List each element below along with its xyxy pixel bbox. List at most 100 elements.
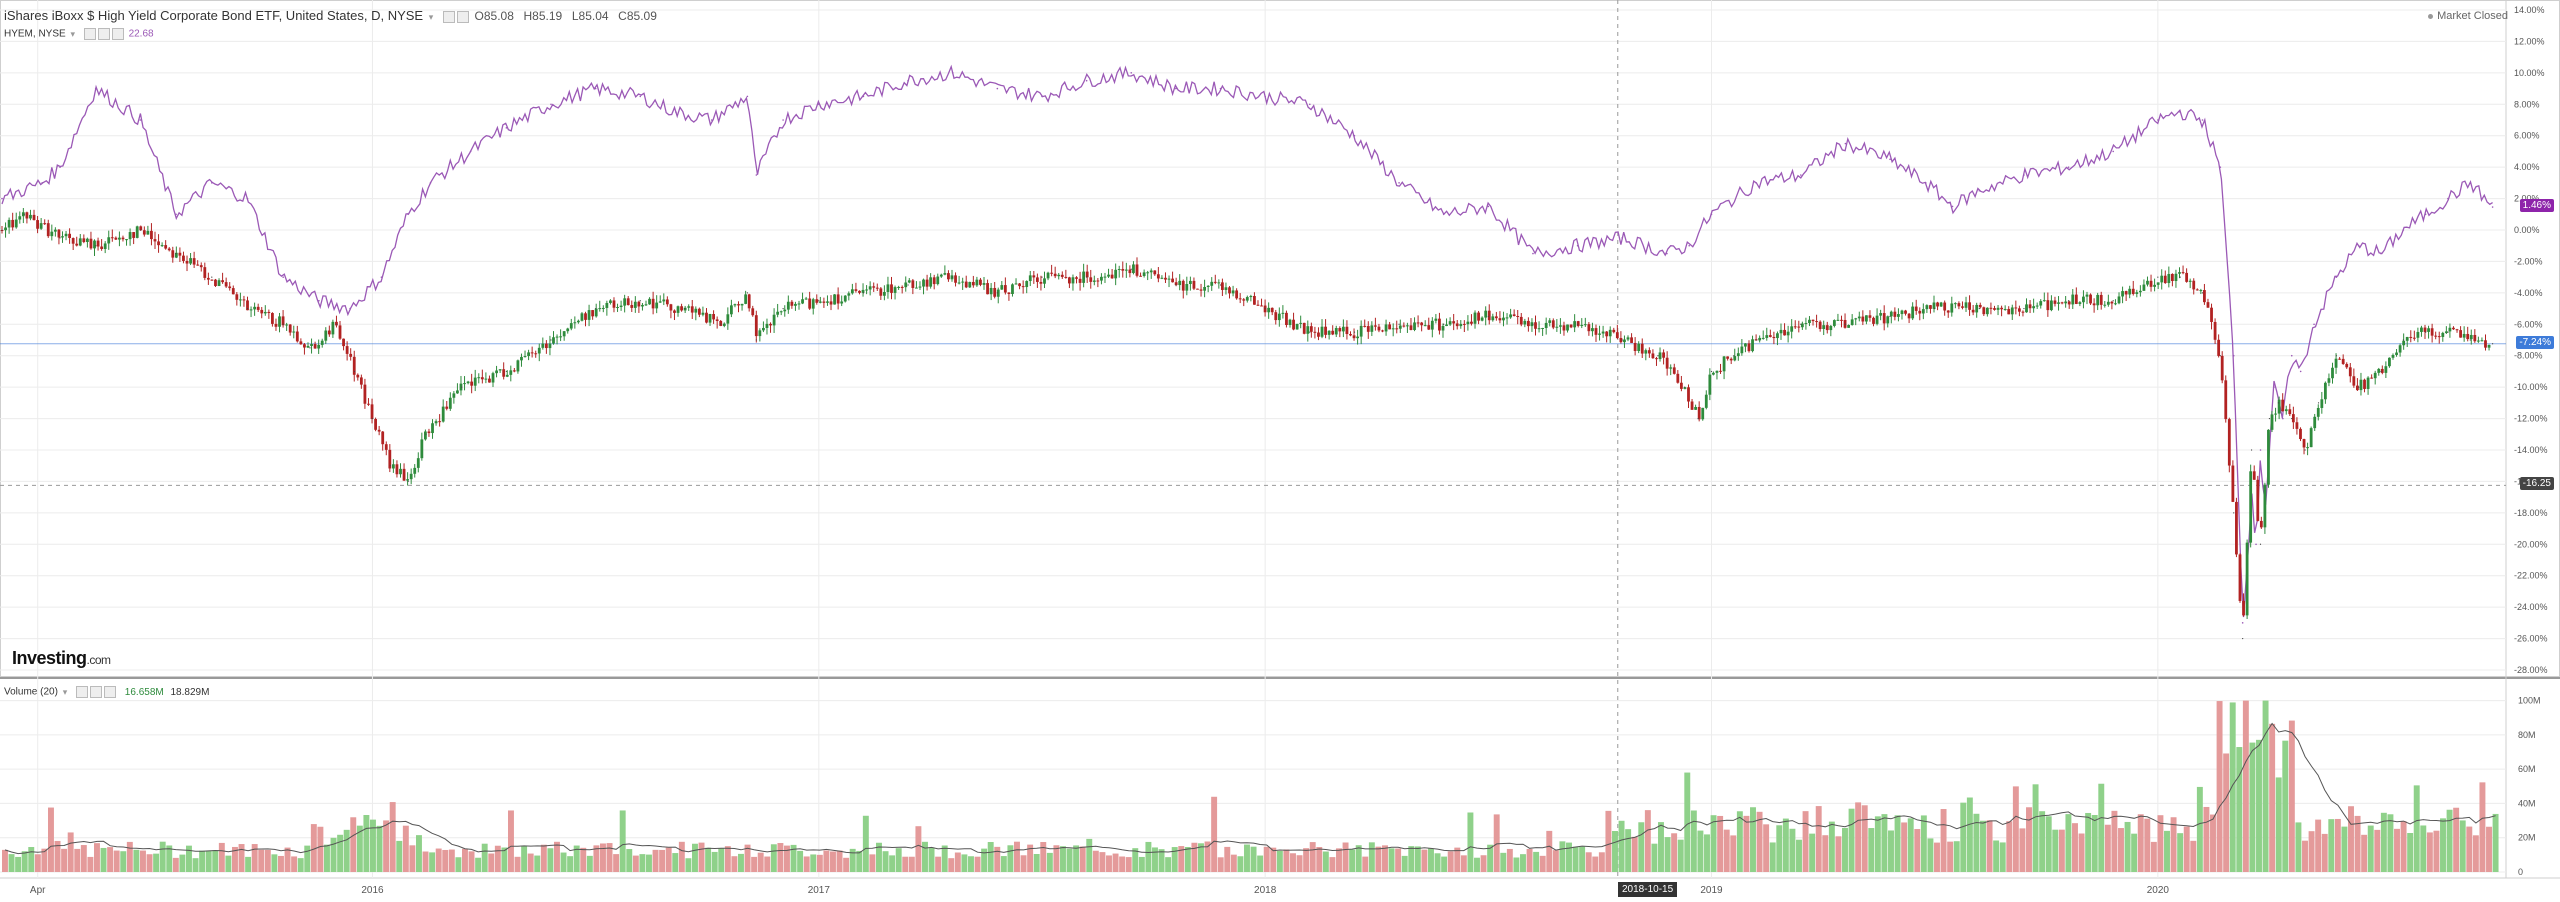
candle-body xyxy=(1199,289,1203,291)
settings-icon[interactable] xyxy=(456,10,469,23)
volume-bar xyxy=(790,844,797,872)
candle-body xyxy=(744,294,748,304)
chevron-down-icon[interactable]: ▾ xyxy=(70,28,75,39)
candle-body xyxy=(1519,316,1523,325)
candle-body xyxy=(1825,325,1829,331)
candle-body xyxy=(1480,317,1484,321)
candle-body xyxy=(189,258,192,264)
candle-body xyxy=(516,360,520,372)
volume-bar xyxy=(632,855,639,872)
y-tick-label: 8.00% xyxy=(2514,99,2540,109)
volume-bar xyxy=(1270,847,1277,872)
eye-icon[interactable] xyxy=(442,10,455,23)
candle-body xyxy=(729,305,733,315)
hyem-data-point xyxy=(2491,206,2494,208)
candle-body xyxy=(1053,273,1057,277)
candle-body xyxy=(2416,331,2420,338)
candle-body xyxy=(160,245,164,247)
hyg-data-point xyxy=(2277,402,2279,404)
volume-bar xyxy=(2229,702,2236,872)
candle-body xyxy=(2459,330,2462,338)
candle-body xyxy=(2195,289,2199,291)
candle-body xyxy=(2398,345,2402,353)
volume-bar xyxy=(2170,817,2177,872)
candle-body xyxy=(331,321,335,335)
volume-bar xyxy=(1815,806,1822,872)
volume-bar xyxy=(948,858,955,872)
volume-bar xyxy=(770,844,777,872)
candle-body xyxy=(288,324,292,333)
candle-body xyxy=(1580,324,1584,326)
candle-body xyxy=(1302,322,1306,334)
volume-bar xyxy=(1769,842,1776,872)
candle-body xyxy=(2370,377,2374,379)
volume-bar xyxy=(2302,840,2308,872)
chevron-down-icon[interactable]: ▾ xyxy=(428,12,434,22)
volume-bar xyxy=(1204,841,1211,872)
volume-bar xyxy=(462,848,468,872)
volume-bar xyxy=(2052,829,2059,872)
candle-body xyxy=(2035,305,2039,307)
volume-bar xyxy=(1835,836,1842,872)
hyem-data-point xyxy=(94,87,97,90)
candle-body xyxy=(1249,295,1253,298)
candle-body xyxy=(32,214,36,221)
volume-bar xyxy=(895,848,902,872)
volume-bar xyxy=(547,848,554,872)
hyem-data-point xyxy=(1308,103,1311,106)
candle-body xyxy=(2160,275,2164,283)
hyem-data-point xyxy=(1487,205,1490,208)
candle-body xyxy=(167,248,171,251)
candle-body xyxy=(306,345,310,348)
candle-body xyxy=(1921,309,1925,314)
candle-body xyxy=(1384,324,1388,332)
hyem-data-point xyxy=(1924,182,1927,184)
volume-bar xyxy=(606,843,613,872)
candle-body xyxy=(82,238,86,243)
volume-bar xyxy=(1099,852,1106,872)
candle-body xyxy=(2082,296,2085,303)
volume-bar xyxy=(2466,826,2473,872)
candle-body xyxy=(559,336,563,338)
candle-body xyxy=(2452,327,2455,330)
hyem-data-point xyxy=(1889,158,1891,161)
candle-body xyxy=(687,306,691,308)
hyg-data-point xyxy=(1175,284,1177,286)
volume-bar xyxy=(1244,844,1250,872)
settings-icon[interactable] xyxy=(90,686,103,698)
volume-bar xyxy=(1145,841,1152,872)
candle-body xyxy=(2106,301,2110,305)
volume-bar xyxy=(573,845,580,872)
candle-body xyxy=(850,289,854,294)
close-icon[interactable] xyxy=(104,686,117,698)
settings-icon[interactable] xyxy=(97,28,110,40)
volume-bar xyxy=(284,847,291,872)
candle-body xyxy=(2017,308,2021,312)
candle-body xyxy=(1900,310,1904,315)
volume-bar xyxy=(2150,841,2157,872)
candle-body xyxy=(260,309,264,314)
candle-body xyxy=(641,304,644,307)
volume-bar xyxy=(1579,846,1586,872)
candle-body xyxy=(509,370,513,375)
hyem-data-point xyxy=(1755,182,1757,184)
eye-icon[interactable] xyxy=(76,686,89,698)
volume-bar xyxy=(1296,855,1303,872)
hyg-data-point xyxy=(1487,315,1489,318)
volume-bar xyxy=(1999,842,2006,872)
volume-bar xyxy=(2295,822,2302,872)
candle-body xyxy=(2000,307,2004,310)
candle-body xyxy=(1128,269,1132,274)
eye-icon[interactable] xyxy=(83,28,96,40)
candle-body xyxy=(1690,401,1694,410)
candle-body xyxy=(697,308,701,315)
volume-bar xyxy=(1888,830,1894,872)
candle-body xyxy=(1797,326,1801,328)
candle-body xyxy=(335,321,338,326)
close-icon[interactable] xyxy=(111,28,124,40)
volume-bar xyxy=(2288,720,2295,872)
chevron-down-icon[interactable]: ▾ xyxy=(62,686,68,697)
volume-bar xyxy=(2413,785,2420,872)
x-tick-label: 2017 xyxy=(808,885,831,896)
